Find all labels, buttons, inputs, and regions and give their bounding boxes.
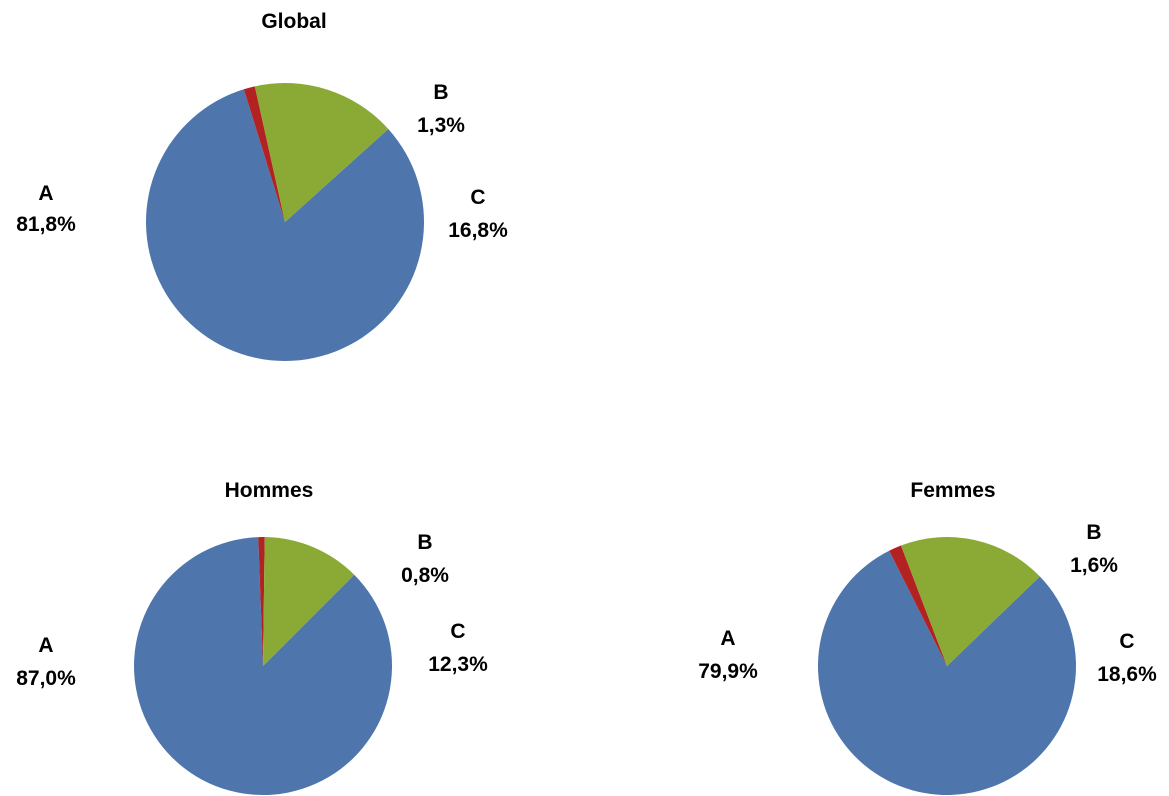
slice-label-femmes-a-value: 79,9%: [698, 660, 758, 683]
pie-slice-global-b: [243, 86, 285, 222]
slice-label-global-b-name: B: [433, 81, 448, 104]
slice-label-hommes-a-name: A: [38, 634, 53, 657]
slice-label-global-c-value: 16,8%: [448, 219, 508, 242]
pie-slice-global-a: [146, 89, 425, 361]
slice-label-hommes-b-value: 0,8%: [401, 564, 449, 587]
slice-label-femmes-c-name: C: [1119, 630, 1134, 653]
pie-chart-hommes: Hommes A 87,0% B 0,8% C 12,3%: [16, 479, 488, 796]
chart-title-hommes: Hommes: [225, 479, 314, 502]
slice-label-hommes-a-value: 87,0%: [16, 667, 76, 690]
pie-slice-femmes-a: [817, 550, 1076, 795]
pie-chart-global: Global A 81,8% B 1,3% C 16,8%: [16, 10, 508, 361]
slices-femmes: [817, 537, 1076, 795]
pie-slice-hommes-b: [258, 536, 265, 666]
slice-label-global-b-value: 1,3%: [417, 114, 465, 137]
slice-label-femmes-a-name: A: [720, 627, 735, 650]
slice-label-femmes-b-name: B: [1086, 521, 1101, 544]
slice-label-global-a-value: 81,8%: [16, 213, 76, 236]
pie-slice-global-c: [254, 83, 389, 223]
slices-hommes: [134, 536, 393, 796]
slice-label-hommes-c-name: C: [450, 620, 465, 643]
chart-title-global: Global: [261, 10, 326, 33]
chart-title-femmes: Femmes: [910, 479, 995, 502]
slice-label-femmes-b-value: 1,6%: [1070, 554, 1118, 577]
slice-label-global-c-name: C: [470, 186, 485, 209]
slice-label-global-a-name: A: [38, 182, 53, 205]
pie-chart-femmes: Femmes A 79,9% B 1,6% C 18,6%: [698, 479, 1157, 795]
slice-label-hommes-c-value: 12,3%: [428, 653, 488, 676]
pie-slice-femmes-b: [889, 545, 947, 666]
pie-slice-hommes-a: [134, 537, 393, 796]
pie-slice-femmes-c: [901, 537, 1040, 666]
slices-global: [146, 83, 425, 361]
slice-label-femmes-c-value: 18,6%: [1097, 663, 1157, 686]
pie-slice-hommes-c: [263, 537, 355, 666]
slice-label-hommes-b-name: B: [417, 531, 432, 554]
